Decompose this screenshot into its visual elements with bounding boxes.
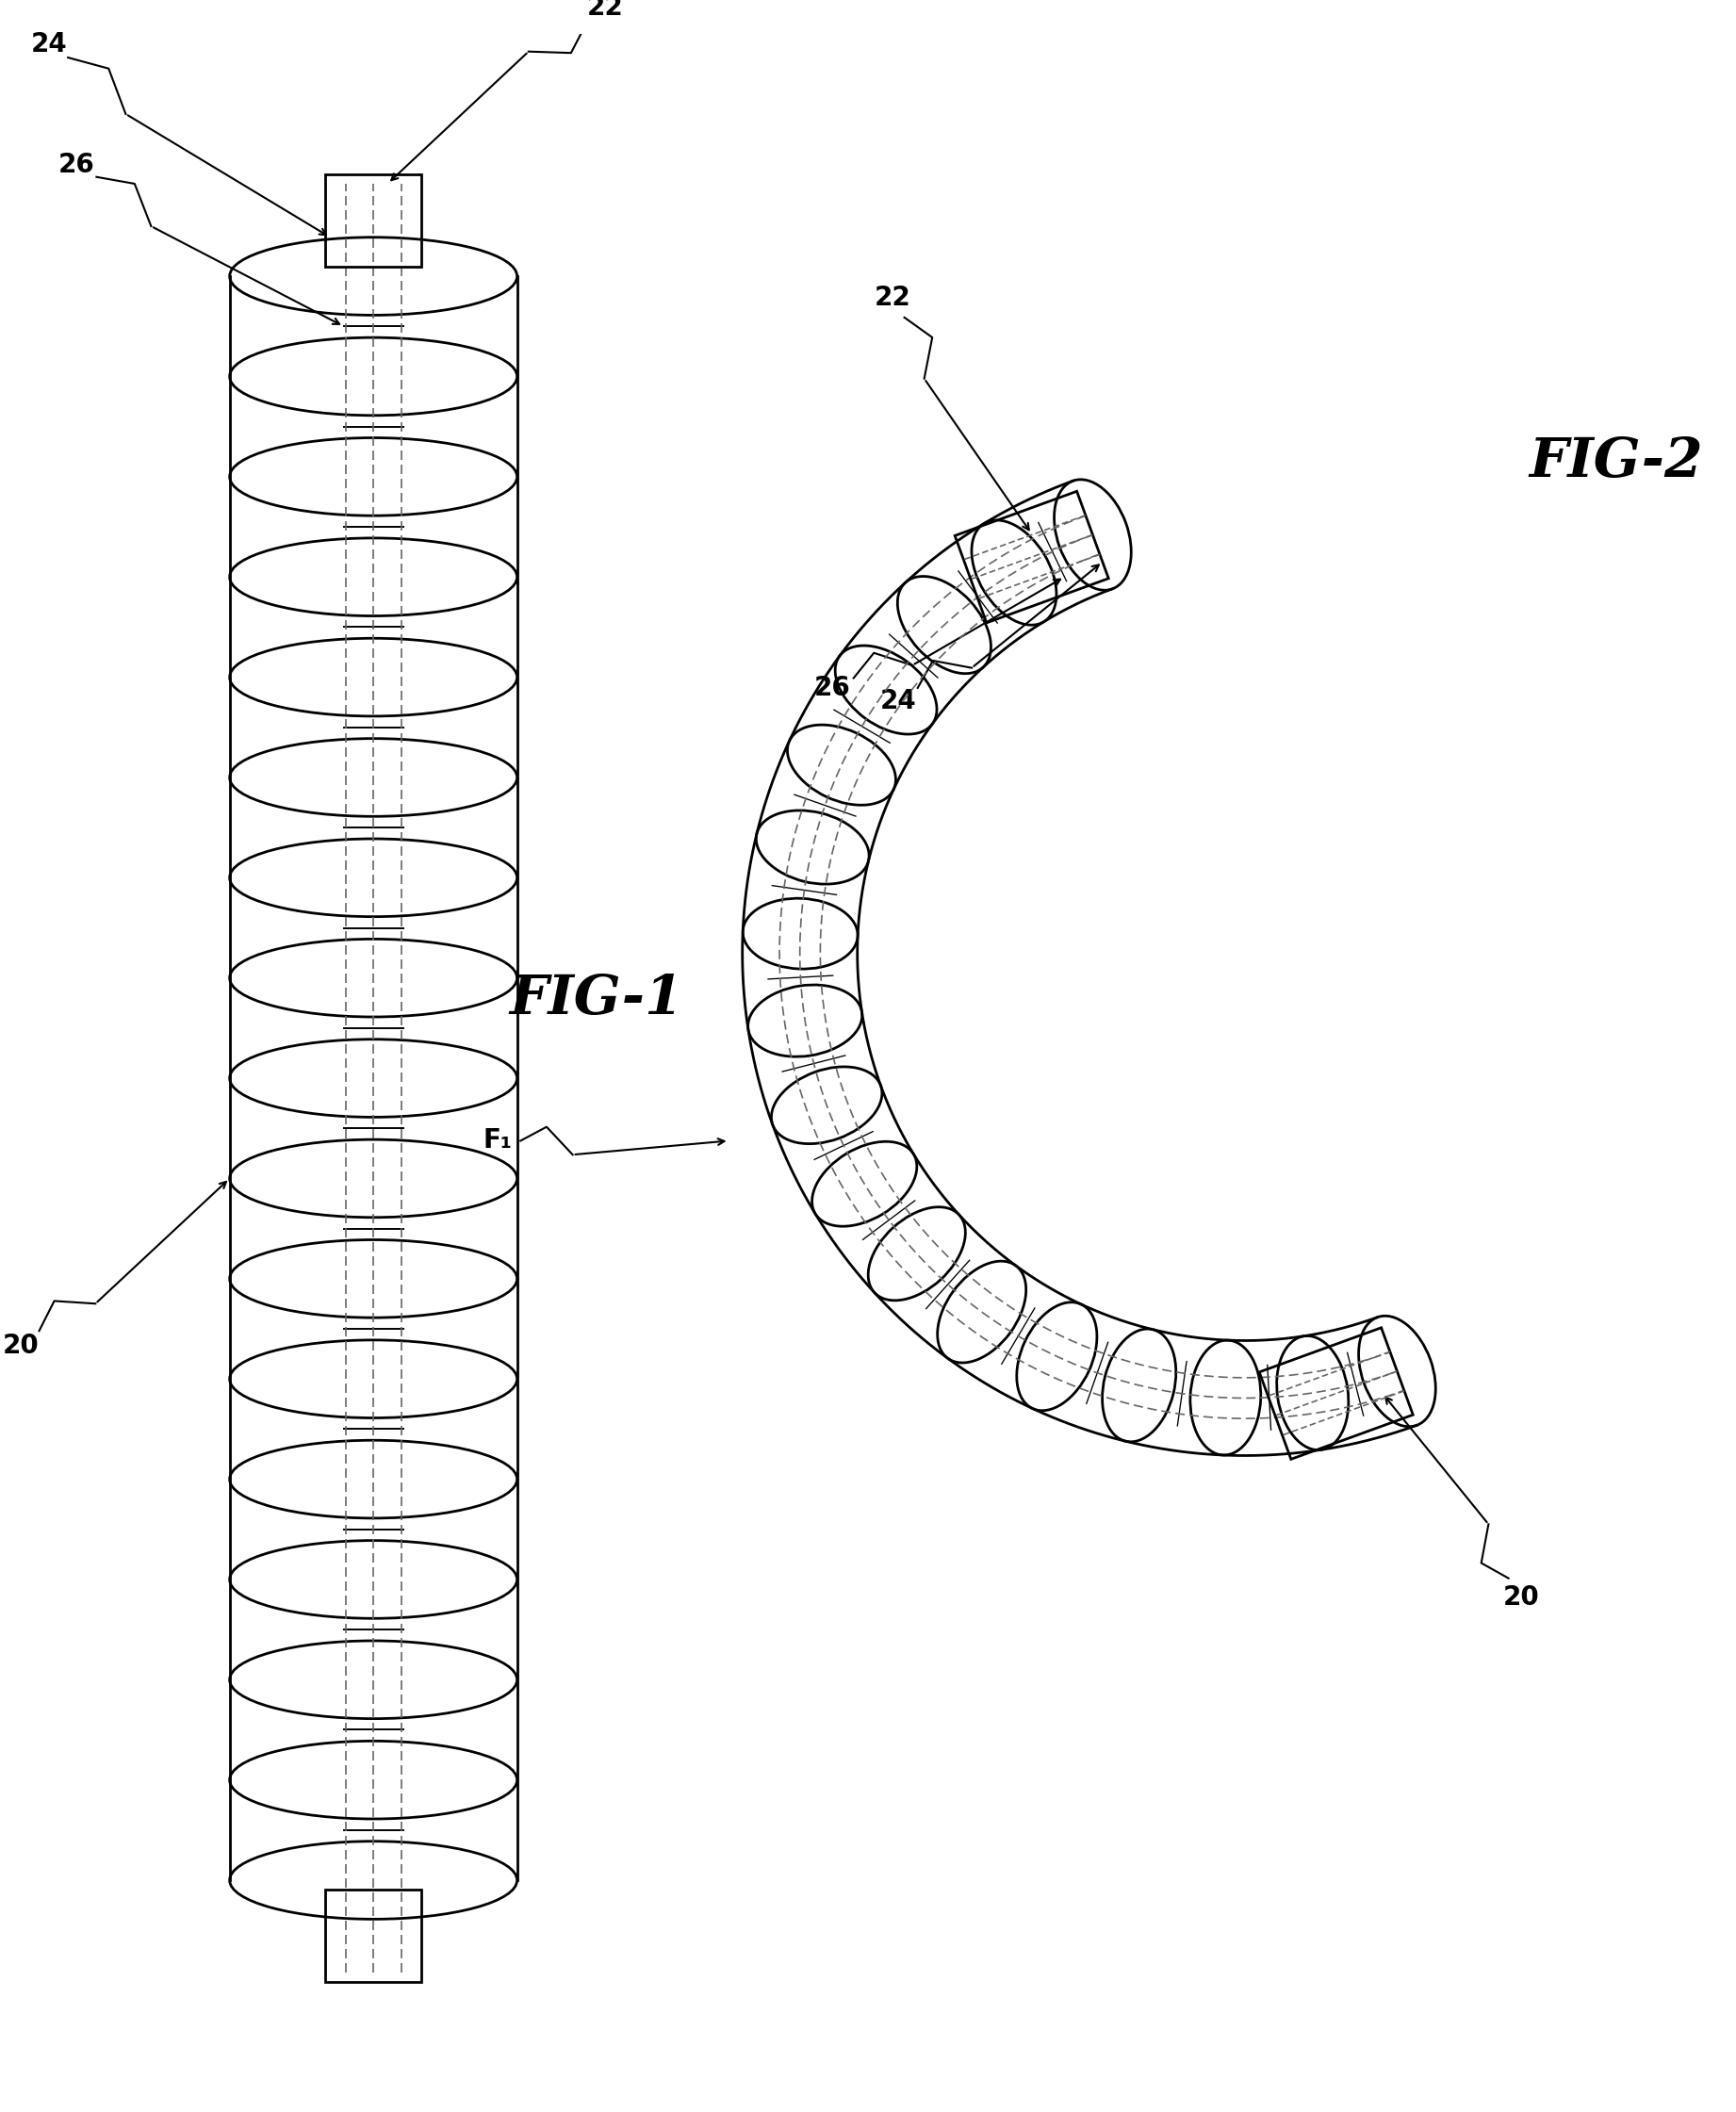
Text: 26: 26 xyxy=(59,152,95,177)
Text: F₁: F₁ xyxy=(483,1128,512,1153)
Text: 22: 22 xyxy=(875,285,911,310)
Text: 24: 24 xyxy=(880,689,917,714)
Text: 22: 22 xyxy=(587,0,623,21)
Text: 24: 24 xyxy=(31,32,68,57)
Text: FIG-2: FIG-2 xyxy=(1529,435,1703,488)
Text: FIG-1: FIG-1 xyxy=(509,974,682,1026)
Text: 26: 26 xyxy=(814,676,851,701)
Text: 20: 20 xyxy=(1503,1584,1540,1611)
Text: 20: 20 xyxy=(3,1333,40,1358)
